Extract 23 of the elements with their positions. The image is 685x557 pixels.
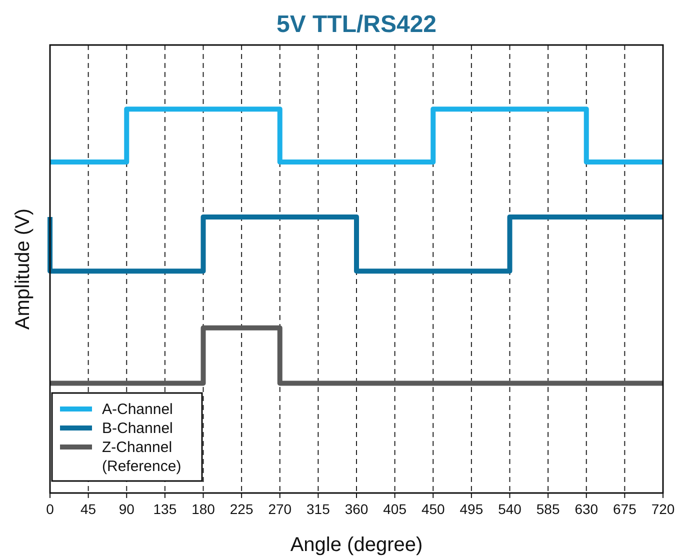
x-tick-label: 180	[192, 501, 216, 517]
legend-label: A-Channel	[102, 401, 173, 418]
x-tick-label: 405	[383, 501, 407, 517]
x-tick-label: 270	[268, 501, 292, 517]
x-tick-label: 45	[80, 501, 96, 517]
x-tick-label: 675	[613, 501, 637, 517]
x-tick-label: 450	[421, 501, 446, 517]
x-tick-label: 135	[153, 501, 177, 517]
x-tick-label: 315	[306, 501, 330, 517]
x-tick-label: 0	[46, 501, 54, 517]
x-tick-label: 90	[118, 501, 135, 517]
x-axis-title: Angle (degree)	[290, 534, 423, 556]
y-axis-title: Amplitude (V)	[12, 208, 34, 330]
x-tick-label: 225	[230, 501, 254, 517]
x-tick-label: 585	[536, 501, 560, 517]
x-tick-label: 720	[651, 501, 675, 517]
chart-title: 5V TTL/RS422	[276, 11, 437, 38]
x-tick-label: 360	[344, 501, 368, 517]
legend-label: B-Channel	[102, 420, 173, 437]
x-tick-label: 630	[574, 501, 598, 517]
x-tick-label: 495	[460, 501, 484, 517]
legend-label: Z-Channel (Reference)	[102, 439, 182, 475]
x-tick-label: 540	[498, 501, 522, 517]
